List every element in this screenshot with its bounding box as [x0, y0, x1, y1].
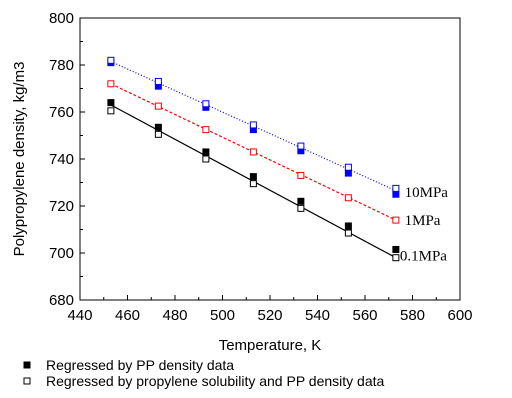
open-point-10mpa — [202, 100, 210, 108]
filled-point-0-1mpa — [344, 222, 352, 230]
open-point-0-1mpa — [392, 254, 400, 262]
x-tick-label: 480 — [162, 307, 187, 324]
y-tick-label: 700 — [49, 245, 74, 262]
annotation-0-1mpa: 0.1MPa — [400, 248, 447, 264]
y-tick-label: 680 — [49, 292, 74, 309]
open-point-10mpa — [154, 77, 162, 85]
x-tick-label: 440 — [67, 307, 92, 324]
filled-point-0-1mpa — [202, 148, 210, 156]
y-axis-label: Polypropylene density, kg/m3 — [11, 62, 28, 257]
data-markers — [107, 56, 400, 262]
x-tick-label: 520 — [257, 307, 282, 324]
filled-point-0-1mpa — [107, 99, 115, 107]
annotation-1mpa: 1MPa — [405, 213, 441, 229]
x-tick-label: 600 — [447, 307, 472, 324]
open-point-0-1mpa — [107, 107, 115, 115]
x-tick-label: 540 — [305, 307, 330, 324]
open-point-1mpa — [154, 102, 162, 110]
filled-point-10mpa — [392, 190, 400, 198]
open-point-0-1mpa — [154, 130, 162, 138]
open-point-0-1mpa — [202, 155, 210, 163]
plot-area — [79, 17, 461, 301]
y-tick-label: 760 — [49, 104, 74, 121]
x-tick-label: 560 — [352, 307, 377, 324]
x-axis-label: Temperature, K — [219, 337, 322, 354]
y-tick-label: 780 — [49, 57, 74, 74]
x-tick-label: 500 — [210, 307, 235, 324]
filled-point-0-1mpa — [392, 245, 400, 253]
x-tick-label: 580 — [400, 307, 425, 324]
open-point-1mpa — [249, 148, 257, 156]
open-point-10mpa — [297, 142, 305, 150]
y-tick-label: 800 — [49, 10, 74, 27]
open-point-1mpa — [107, 80, 115, 88]
open-point-1mpa — [344, 194, 352, 202]
legend-label: Regressed by propylene solubility and PP… — [46, 373, 384, 389]
x-axis-ticks: 440 460 480 500 520 540 560 580 600 — [67, 295, 473, 324]
open-point-0-1mpa — [249, 180, 257, 188]
filled-point-0-1mpa — [297, 197, 305, 205]
y-tick-label: 740 — [49, 151, 74, 168]
open-point-0-1mpa — [344, 229, 352, 237]
y-tick-label: 720 — [49, 198, 74, 215]
open-point-10mpa — [344, 163, 352, 171]
open-point-1mpa — [297, 171, 305, 179]
open-point-1mpa — [392, 216, 400, 224]
open-point-10mpa — [249, 121, 257, 129]
open-point-0-1mpa — [297, 204, 305, 212]
y-axis-ticks: 680 700 720 740 760 780 800 — [49, 10, 85, 309]
open-point-1mpa — [202, 126, 210, 134]
fit-lines — [110, 60, 397, 259]
legend-filled-square-icon — [23, 361, 31, 369]
filled-point-10mpa — [344, 169, 352, 177]
series-annotations: 10MPa 1MPa 0.1MPa — [400, 185, 448, 264]
open-point-10mpa — [107, 56, 115, 64]
filled-point-0-1mpa — [249, 173, 257, 181]
filled-point-0-1mpa — [154, 123, 162, 131]
legend-open-square-icon — [23, 377, 31, 385]
legend-label: Regressed by PP density data — [46, 357, 234, 373]
open-point-10mpa — [392, 184, 400, 192]
annotation-10mpa: 10MPa — [405, 185, 449, 201]
x-tick-label: 460 — [115, 307, 140, 324]
